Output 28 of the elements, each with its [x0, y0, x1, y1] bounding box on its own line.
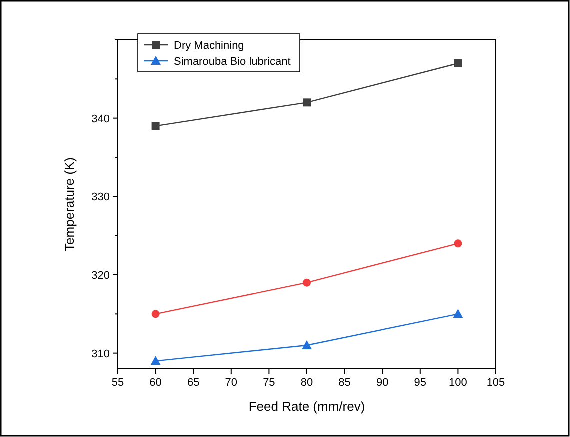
point — [302, 340, 312, 350]
legend-label: Simarouba Bio lubricant — [174, 56, 291, 68]
point — [303, 278, 311, 287]
point — [150, 356, 161, 366]
x-tick-label: 65 — [187, 377, 200, 389]
point — [454, 240, 462, 248]
x-tick-label: 60 — [150, 377, 162, 389]
y-tick-label: 310 — [92, 348, 110, 360]
point — [453, 309, 464, 318]
y-tick-label: 320 — [92, 270, 110, 282]
y-tick-label: 340 — [92, 113, 110, 126]
x-tick-label: 90 — [376, 377, 389, 389]
point — [454, 60, 462, 68]
y-tick-label: 330 — [92, 192, 110, 204]
x-tick-label: 105 — [486, 377, 506, 389]
legend-label: Dry Machining — [174, 40, 244, 52]
x-tick-label: 55 — [112, 377, 124, 389]
point — [303, 98, 311, 107]
x-tick-label: 85 — [338, 377, 351, 389]
x-axis-title: Feed Rate (mm/rev) — [248, 399, 366, 414]
point — [152, 310, 160, 318]
x-tick-label: 95 — [414, 377, 427, 389]
x-tick-label: 100 — [449, 377, 468, 389]
x-tick-label: 75 — [263, 377, 276, 389]
point — [152, 122, 160, 130]
x-tick-label: 70 — [225, 377, 238, 389]
y-axis-title: Temperature (K) — [62, 158, 77, 252]
x-tick-label: 80 — [300, 377, 314, 389]
